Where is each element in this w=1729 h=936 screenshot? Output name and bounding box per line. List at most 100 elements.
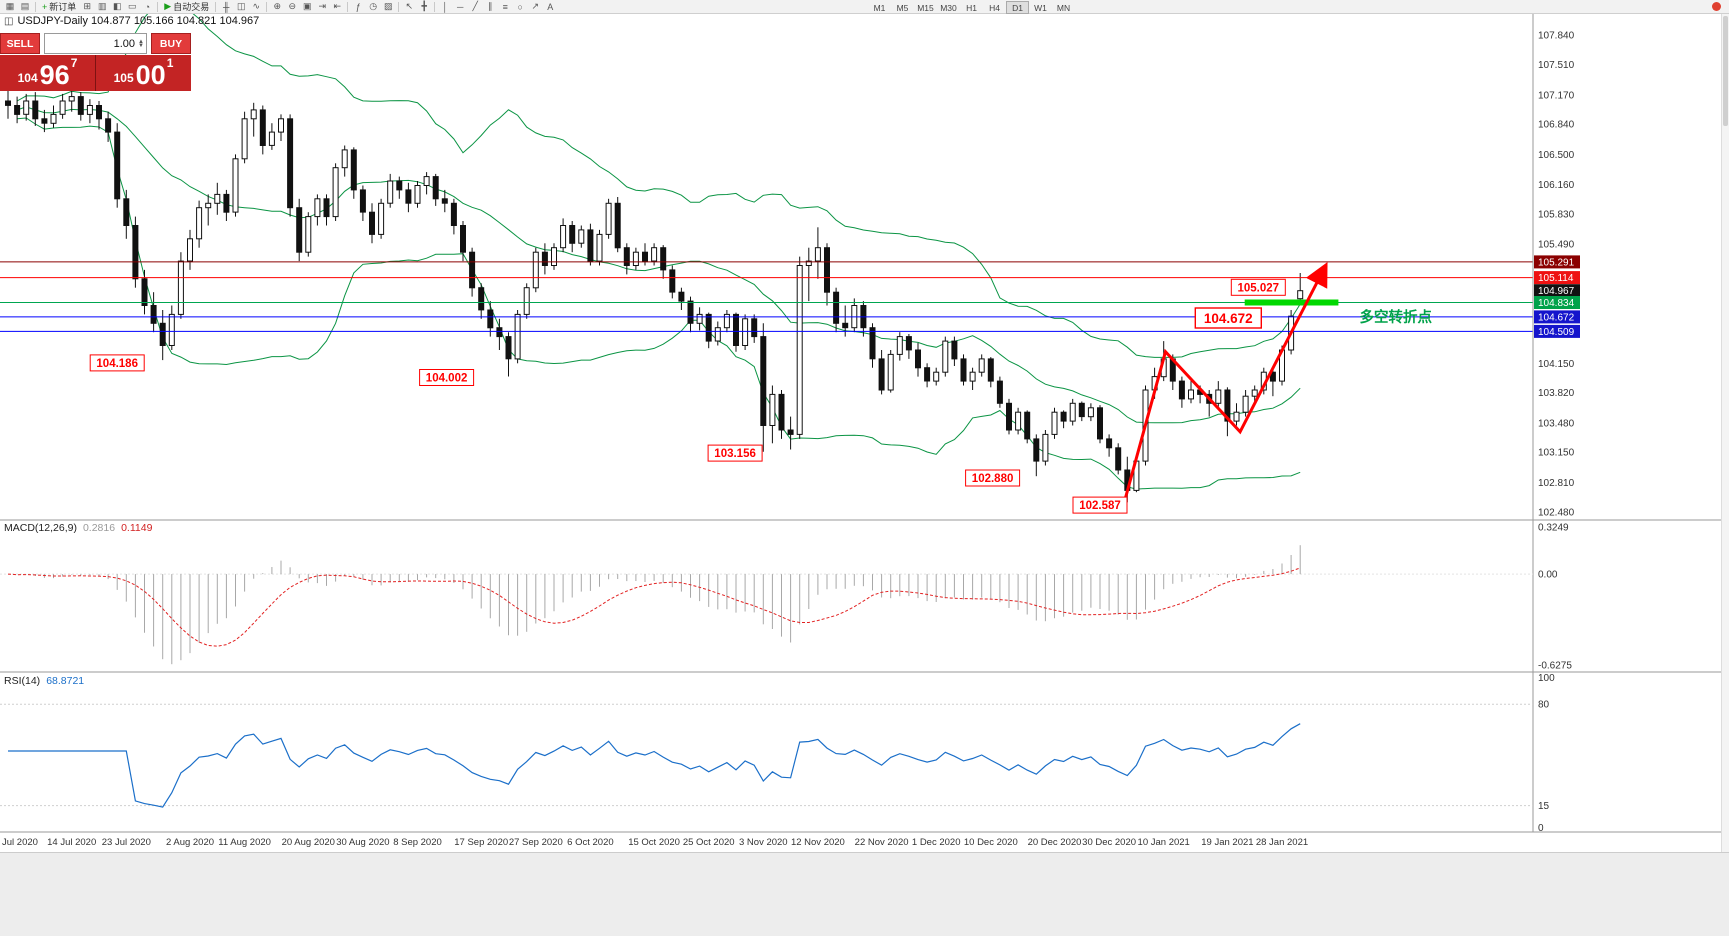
- market-watch-icon[interactable]: ⊞: [80, 1, 94, 13]
- candle: [714, 327, 721, 342]
- date-label: 25 Oct 2020: [683, 837, 735, 848]
- price-annotation-box[interactable]: [419, 369, 475, 386]
- turning-point-note: 多空转折点: [1360, 308, 1433, 326]
- timeframe-m30[interactable]: M30: [940, 2, 957, 13]
- candle: [514, 313, 521, 360]
- candle: [896, 336, 903, 355]
- candle: [250, 109, 257, 120]
- timeframe-m1[interactable]: M1: [873, 2, 886, 13]
- chart-shift-icon[interactable]: ⇤: [330, 1, 344, 13]
- price-annotation: 104.002: [426, 373, 468, 385]
- date-label: 30 Aug 2020: [336, 837, 389, 848]
- text-label-icon[interactable]: A: [543, 1, 557, 13]
- candle: [632, 251, 639, 266]
- sell-button[interactable]: SELL: [0, 33, 40, 54]
- data-window-icon[interactable]: ▥: [95, 1, 109, 13]
- templates-icon[interactable]: ▨: [381, 1, 395, 13]
- candle: [796, 265, 803, 435]
- bar-chart-icon[interactable]: ╫: [219, 1, 233, 13]
- navigator-icon: ◧: [113, 1, 122, 11]
- timeframe-m5[interactable]: M5: [896, 2, 909, 13]
- timeframe-mn[interactable]: MN: [1056, 2, 1071, 13]
- ellipse-icon[interactable]: ○: [513, 1, 527, 13]
- timeframe-m15[interactable]: M15: [917, 2, 934, 13]
- vertical-scrollbar[interactable]: [1721, 14, 1729, 852]
- arrows-icon[interactable]: ↗: [528, 1, 542, 13]
- scrollbar-thumb[interactable]: [1723, 16, 1728, 126]
- terminal-icon: ▭: [128, 1, 137, 11]
- terminal-icon[interactable]: ▭: [125, 1, 139, 13]
- zoom-out-icon[interactable]: ⊖: [285, 1, 299, 13]
- trendline-icon[interactable]: ╱: [468, 1, 482, 13]
- timeframe-d1[interactable]: D1: [1006, 1, 1029, 14]
- candlestick-chart-icon: ◫: [236, 1, 246, 11]
- candle: [614, 202, 621, 249]
- price-annotation-box[interactable]: [1230, 278, 1286, 296]
- candle: [987, 358, 994, 382]
- chart-profiles-icon[interactable]: ▤: [18, 1, 32, 13]
- price-annotation-box[interactable]: [89, 354, 145, 372]
- navigator-icon[interactable]: ◧: [110, 1, 124, 13]
- candle: [696, 313, 703, 324]
- line-chart-icon[interactable]: ∿: [249, 1, 263, 13]
- highlight-segment[interactable]: [1244, 299, 1339, 306]
- candle: [687, 300, 694, 324]
- market-watch-icon: ⊞: [83, 1, 92, 11]
- volume-down-icon[interactable]: ▼: [138, 42, 144, 49]
- recorder-icon[interactable]: [1712, 2, 1721, 11]
- timeframe-w1[interactable]: W1: [1034, 2, 1047, 13]
- autotrading-button[interactable]: ▶ 自动交易: [161, 1, 212, 13]
- arrows-icon: ↗: [531, 1, 539, 11]
- timeframe-h1[interactable]: H1: [966, 2, 977, 13]
- channel-icon[interactable]: ∥: [483, 1, 497, 13]
- toolbar-separator: [434, 1, 436, 12]
- new-order-button[interactable]: + 新订单: [39, 1, 79, 13]
- candle: [1087, 407, 1094, 418]
- price-annotation-box[interactable]: [707, 444, 763, 462]
- periods-icon[interactable]: ◷: [366, 1, 380, 13]
- trend-arrow[interactable]: [1123, 261, 1328, 502]
- candle: [1060, 411, 1067, 422]
- buy-button[interactable]: BUY: [151, 33, 191, 54]
- bid-price[interactable]: 104 96 7: [0, 55, 95, 91]
- candle: [478, 287, 485, 311]
- price-tick: 103.150: [1538, 448, 1575, 459]
- candle: [551, 247, 557, 266]
- candle: [1269, 371, 1276, 382]
- candle: [578, 229, 585, 244]
- cursor-icon[interactable]: ↖: [402, 1, 416, 13]
- candle: [1224, 389, 1231, 422]
- rsi-tick: 15: [1538, 801, 1550, 812]
- candle: [751, 318, 758, 338]
- fibonacci-icon[interactable]: ≡: [498, 1, 512, 13]
- vertical-line-icon[interactable]: │: [438, 1, 452, 13]
- candle: [177, 260, 184, 315]
- price-tick: 105.830: [1538, 209, 1575, 220]
- price-annotation-box[interactable]: [965, 469, 1021, 487]
- new-chart-icon[interactable]: ▦: [3, 1, 17, 13]
- volume-value[interactable]: 1.00: [113, 37, 136, 50]
- volume-up-icon[interactable]: ▲: [138, 38, 144, 45]
- date-label: 15 Oct 2020: [628, 837, 680, 848]
- toolbar-separator: [266, 1, 268, 12]
- ask-prefix: 105: [113, 71, 134, 85]
- horizontal-line-icon[interactable]: ─: [453, 1, 467, 13]
- crosshair-icon[interactable]: ╋: [417, 1, 431, 13]
- candle: [5, 100, 11, 106]
- timeframe-h4[interactable]: H4: [989, 2, 1000, 13]
- candle: [541, 251, 548, 266]
- rsi-name: RSI(14): [4, 675, 41, 687]
- candle: [569, 225, 576, 244]
- ask-price[interactable]: 105 00 1: [95, 55, 191, 91]
- tile-windows-icon[interactable]: ▣: [300, 1, 314, 13]
- candlestick-chart-icon[interactable]: ◫: [234, 1, 248, 13]
- volume-stepper[interactable]: 1.00 ▲ ▼: [44, 33, 147, 54]
- price-annotation-box[interactable]: [1194, 307, 1263, 329]
- candle: [305, 216, 312, 253]
- indicators-icon[interactable]: ƒ: [351, 1, 365, 13]
- zoom-in-icon[interactable]: ⊕: [270, 1, 284, 13]
- auto-scroll-icon[interactable]: ⇥: [315, 1, 329, 13]
- price-annotation-box[interactable]: [1072, 496, 1128, 514]
- candle: [1042, 433, 1049, 462]
- strategy-tester-icon[interactable]: ◔: [140, 1, 154, 13]
